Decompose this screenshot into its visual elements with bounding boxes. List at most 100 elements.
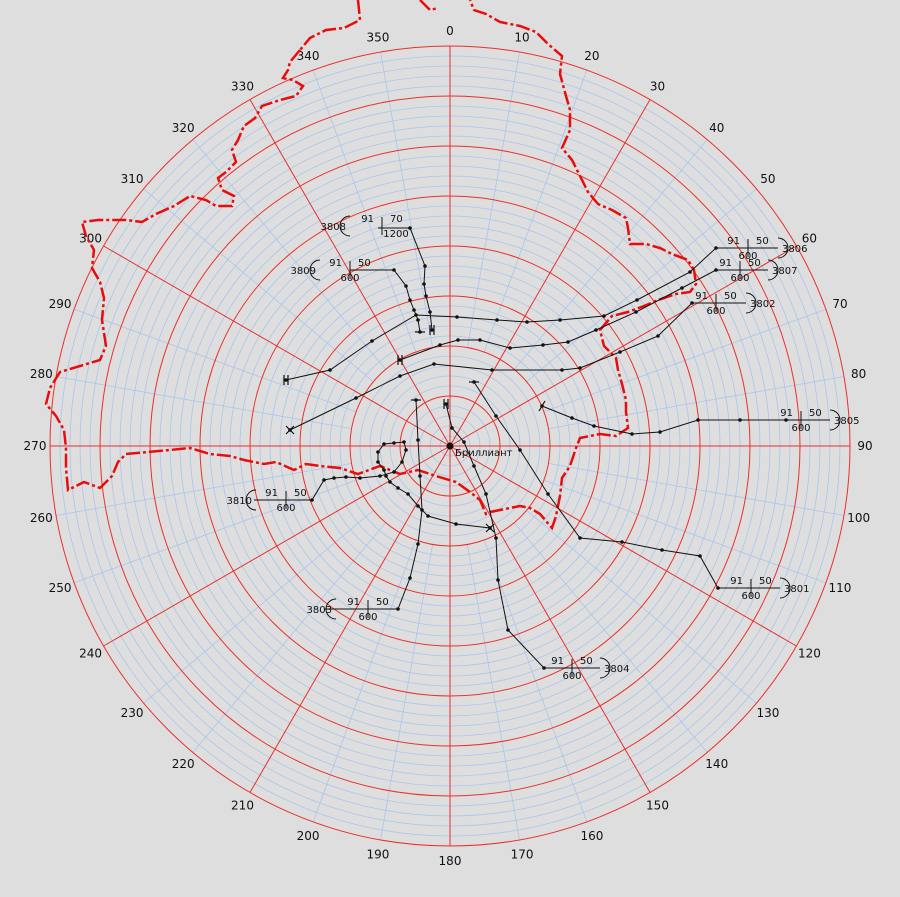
flight-tag-arc [777, 237, 789, 259]
route-waypoint [382, 442, 386, 446]
route-waypoint [322, 478, 326, 482]
flight-tag-3806[interactable]: 3806 91 50 600 [727, 236, 807, 262]
flight-sub: 600 [562, 671, 581, 682]
flight-tag-3801[interactable]: 3801 91 50 600 [730, 576, 809, 602]
route-waypoint [594, 328, 598, 332]
route-waypoint [378, 474, 382, 478]
route-waypoint [456, 338, 460, 342]
flight-speed: 50 [724, 291, 737, 302]
bearing-tick-label: 50 [760, 172, 775, 186]
flight-tag-3807[interactable]: 3807 91 50 600 [719, 258, 797, 284]
route-end-slash [538, 400, 546, 412]
route-waypoint [416, 318, 420, 322]
route-waypoint [450, 426, 454, 430]
flight-tag-arc [767, 259, 779, 281]
flight-level: 91 [347, 597, 360, 608]
flight-speed: 50 [748, 258, 761, 269]
route-waypoint [658, 430, 662, 434]
flight-level: 91 [329, 258, 342, 269]
route-waypoint [696, 418, 700, 422]
route-waypoint [620, 540, 624, 544]
route-waypoint [525, 320, 529, 324]
route-line [399, 269, 768, 361]
flight-tag-3803[interactable]: 3803 91 50 600 [307, 597, 389, 623]
route-waypoint [414, 313, 418, 317]
flight-tag-3804[interactable]: 3804 91 50 600 [551, 656, 629, 682]
route-waypoint [418, 474, 422, 478]
flight-tag-arc [245, 489, 257, 511]
bearing-line-major [449, 445, 651, 793]
route-waypoint [408, 576, 412, 580]
flight-tag-3810[interactable]: 3810 91 50 600 [227, 488, 307, 514]
flight-speed: 50 [759, 576, 772, 587]
center-point [446, 442, 454, 450]
route-line [378, 227, 433, 331]
flight-level: 91 [719, 258, 732, 269]
flight-tag-3802[interactable]: 3802 91 50 600 [695, 291, 775, 317]
route-waypoint [660, 548, 664, 552]
flight-id: 3804 [604, 664, 629, 675]
route-waypoint [714, 246, 718, 250]
route-waypoint [570, 416, 574, 420]
flight-speed: 70 [390, 214, 403, 225]
bearing-tick-label: 320 [172, 121, 195, 135]
route-waypoint [392, 441, 396, 445]
route-waypoint [376, 450, 380, 454]
bearing-tick-label: 70 [832, 297, 847, 311]
bearing-tick-label: 220 [172, 757, 195, 771]
bearing-tick-label: 170 [511, 848, 534, 862]
route-waypoint [428, 310, 432, 314]
route-end-double-tick [283, 375, 289, 385]
bearing-tick-label: 180 [439, 854, 462, 868]
route-waypoint [518, 448, 522, 452]
route-waypoint [396, 486, 400, 490]
route-line [473, 381, 780, 589]
route-waypoint [541, 343, 545, 347]
bearing-tick-label: 300 [79, 232, 102, 246]
route-waypoint [376, 460, 380, 464]
flight-tag-3805[interactable]: 3805 91 50 600 [780, 408, 859, 434]
route-waypoint [432, 362, 436, 366]
bearing-tick-label: 10 [514, 30, 529, 44]
flight-id: 3805 [834, 416, 859, 427]
route-waypoint [490, 368, 494, 372]
route-waypoint [478, 338, 482, 342]
flight-id: 3801 [784, 584, 809, 595]
route-waypoint [635, 298, 639, 302]
flight-tag-3808[interactable]: 3808 91 70 1200 [321, 214, 409, 240]
route-waypoint [424, 294, 428, 298]
flight-level: 91 [551, 656, 564, 667]
route-waypoint [422, 282, 426, 286]
bearing-tick-label: 280 [30, 367, 53, 381]
route-waypoint [542, 666, 546, 670]
flight-routes [254, 226, 830, 670]
route-waypoint [416, 438, 420, 442]
bearing-tick-label: 100 [847, 511, 870, 525]
bearing-tick-label: 290 [49, 297, 72, 311]
route-waypoint [404, 284, 408, 288]
flight-sub: 600 [738, 251, 757, 262]
bearing-line-major [449, 245, 797, 447]
route-waypoint [344, 475, 348, 479]
bearing-tick-label: 330 [231, 80, 254, 94]
route-waypoint [618, 350, 622, 354]
route-waypoint [358, 476, 362, 480]
route-waypoint [634, 310, 638, 314]
route-waypoint [738, 418, 742, 422]
route-waypoint [438, 343, 442, 347]
center-label: Бриллиант [455, 448, 513, 459]
bearing-tick-label: 340 [297, 49, 320, 63]
route-waypoint [472, 464, 476, 468]
route-waypoint [332, 476, 336, 480]
flight-level: 91 [361, 214, 374, 225]
route-waypoint [455, 315, 459, 319]
flight-id: 3806 [782, 244, 807, 255]
route-waypoint [398, 358, 402, 362]
flight-sub: 600 [706, 306, 725, 317]
flight-speed: 50 [376, 597, 389, 608]
flight-tag-3809[interactable]: 3809 91 50 600 [291, 258, 371, 284]
route-waypoint [392, 470, 396, 474]
